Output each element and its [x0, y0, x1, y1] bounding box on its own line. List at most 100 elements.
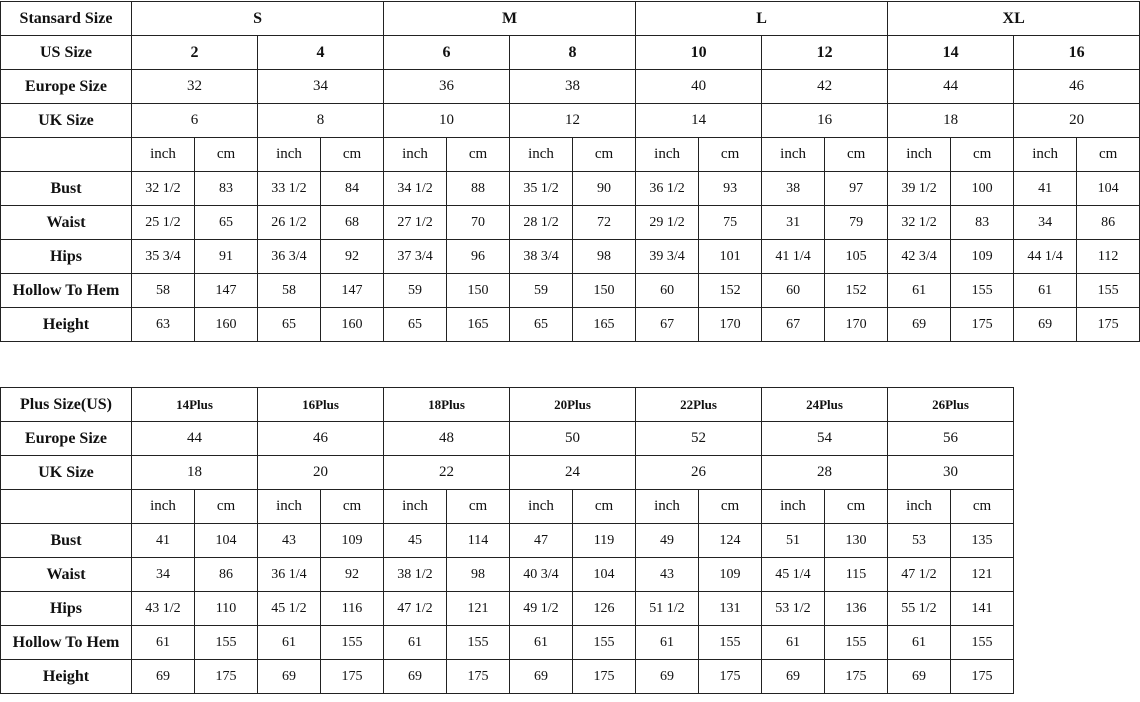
unit-label: cm [950, 137, 1015, 172]
unit-label: inch [887, 137, 952, 172]
size-header: 14Plus [131, 387, 258, 422]
measurement-value: 63 [131, 307, 195, 342]
row-label: Europe Size [0, 69, 132, 104]
size-header: 26Plus [887, 387, 1014, 422]
size-value: 12 [761, 35, 889, 70]
measurement-value: 49 [635, 523, 699, 558]
unit-label: cm [572, 489, 636, 524]
measurement-value: 155 [824, 625, 888, 660]
measurement-value: 165 [572, 307, 637, 342]
size-header: 16Plus [257, 387, 384, 422]
unit-label: inch [257, 489, 321, 524]
size-header: 18Plus [383, 387, 510, 422]
row-label: Height [0, 659, 132, 694]
size-row: Europe Size 32 34 36 38 40 42 44 46 [0, 69, 1140, 104]
measurement-value: 175 [194, 659, 258, 694]
size-value: 8 [509, 35, 637, 70]
measurement-value: 98 [446, 557, 510, 592]
measurement-value: 32 1/2 [887, 205, 952, 240]
measurement-value: 41 [1013, 171, 1078, 206]
measurement-value: 67 [635, 307, 700, 342]
measurement-value: 150 [572, 273, 637, 308]
measurement-value: 45 1/4 [761, 557, 825, 592]
measurement-value: 27 1/2 [383, 205, 448, 240]
size-value: 32 [131, 69, 258, 104]
measurement-value: 126 [572, 591, 636, 626]
measurement-value: 155 [698, 625, 762, 660]
unit-label: inch [761, 137, 826, 172]
measurement-value: 69 [131, 659, 195, 694]
measurement-value: 83 [950, 205, 1015, 240]
measurement-value: 92 [320, 557, 384, 592]
size-row: US Size 2 4 6 8 10 12 14 16 [0, 35, 1140, 70]
measurement-value: 175 [320, 659, 384, 694]
measurement-value: 47 1/2 [383, 591, 447, 626]
row-label: UK Size [0, 103, 132, 138]
measurement-value: 65 [383, 307, 448, 342]
row-label: Hollow To Hem [0, 273, 132, 308]
measurement-value: 55 1/2 [887, 591, 951, 626]
row-label: Bust [0, 523, 132, 558]
measurement-value: 121 [950, 557, 1014, 592]
measurement-value: 105 [824, 239, 889, 274]
measurement-value: 34 1/2 [383, 171, 448, 206]
measurement-value: 58 [131, 273, 195, 308]
measurement-value: 152 [698, 273, 763, 308]
measurement-value: 69 [383, 659, 447, 694]
measurement-row: Waist 34 86 36 1/4 92 38 1/2 98 40 3/4 104 43 109 4… [0, 557, 1014, 592]
standard-size-table: Stansard Size S M L XL US Size 2 4 6 8 10 12 14 16 Eur… [0, 1, 1140, 342]
measurement-value: 170 [698, 307, 763, 342]
measurement-value: 39 1/2 [887, 171, 952, 206]
size-value: 14 [887, 35, 1015, 70]
measurement-value: 42 3/4 [887, 239, 952, 274]
measurement-value: 170 [824, 307, 889, 342]
measurement-value: 36 1/4 [257, 557, 321, 592]
unit-label: cm [950, 489, 1014, 524]
measurement-value: 83 [194, 171, 258, 206]
measurement-value: 28 1/2 [509, 205, 574, 240]
measurement-value: 38 [761, 171, 826, 206]
measurement-value: 92 [319, 239, 385, 274]
unit-label: inch [761, 489, 825, 524]
measurement-value: 45 [383, 523, 447, 558]
measurement-value: 60 [635, 273, 700, 308]
measurement-value: 90 [572, 171, 637, 206]
measurement-value: 160 [194, 307, 258, 342]
size-value: 2 [131, 35, 258, 70]
measurement-value: 112 [1076, 239, 1140, 274]
unit-label: cm [320, 489, 384, 524]
measurement-value: 175 [950, 307, 1015, 342]
measurement-value: 152 [824, 273, 889, 308]
measurement-value: 61 [257, 625, 321, 660]
size-header: XL [887, 1, 1140, 36]
measurement-value: 43 1/2 [131, 591, 195, 626]
measurement-row: Height 63 160 65 160 65 165 65 165 67 170 67 170 69 17… [0, 307, 1140, 342]
size-row: UK Size 6 8 10 12 14 16 18 20 [0, 103, 1140, 138]
measurement-value: 147 [319, 273, 385, 308]
measurement-value: 101 [698, 239, 763, 274]
measurement-value: 34 [131, 557, 195, 592]
measurement-value: 44 1/4 [1013, 239, 1078, 274]
size-value: 48 [383, 421, 510, 456]
measurement-value: 41 [131, 523, 195, 558]
measurement-value: 109 [698, 557, 762, 592]
measurement-value: 43 [257, 523, 321, 558]
measurement-value: 29 1/2 [635, 205, 700, 240]
measurement-value: 32 1/2 [131, 171, 195, 206]
measurement-value: 41 1/4 [761, 239, 826, 274]
measurement-value: 65 [509, 307, 574, 342]
measurement-value: 61 [1013, 273, 1078, 308]
measurement-value: 43 [635, 557, 699, 592]
measurement-value: 37 3/4 [383, 239, 448, 274]
unit-label: inch [635, 489, 699, 524]
measurement-value: 45 1/2 [257, 591, 321, 626]
measurement-value: 69 [1013, 307, 1078, 342]
measurement-value: 155 [950, 273, 1015, 308]
unit-label: cm [446, 137, 511, 172]
size-value: 40 [635, 69, 763, 104]
measurement-value: 59 [509, 273, 574, 308]
size-value: 56 [887, 421, 1014, 456]
measurement-value: 38 3/4 [509, 239, 574, 274]
measurement-value: 91 [194, 239, 258, 274]
measurement-value: 69 [257, 659, 321, 694]
